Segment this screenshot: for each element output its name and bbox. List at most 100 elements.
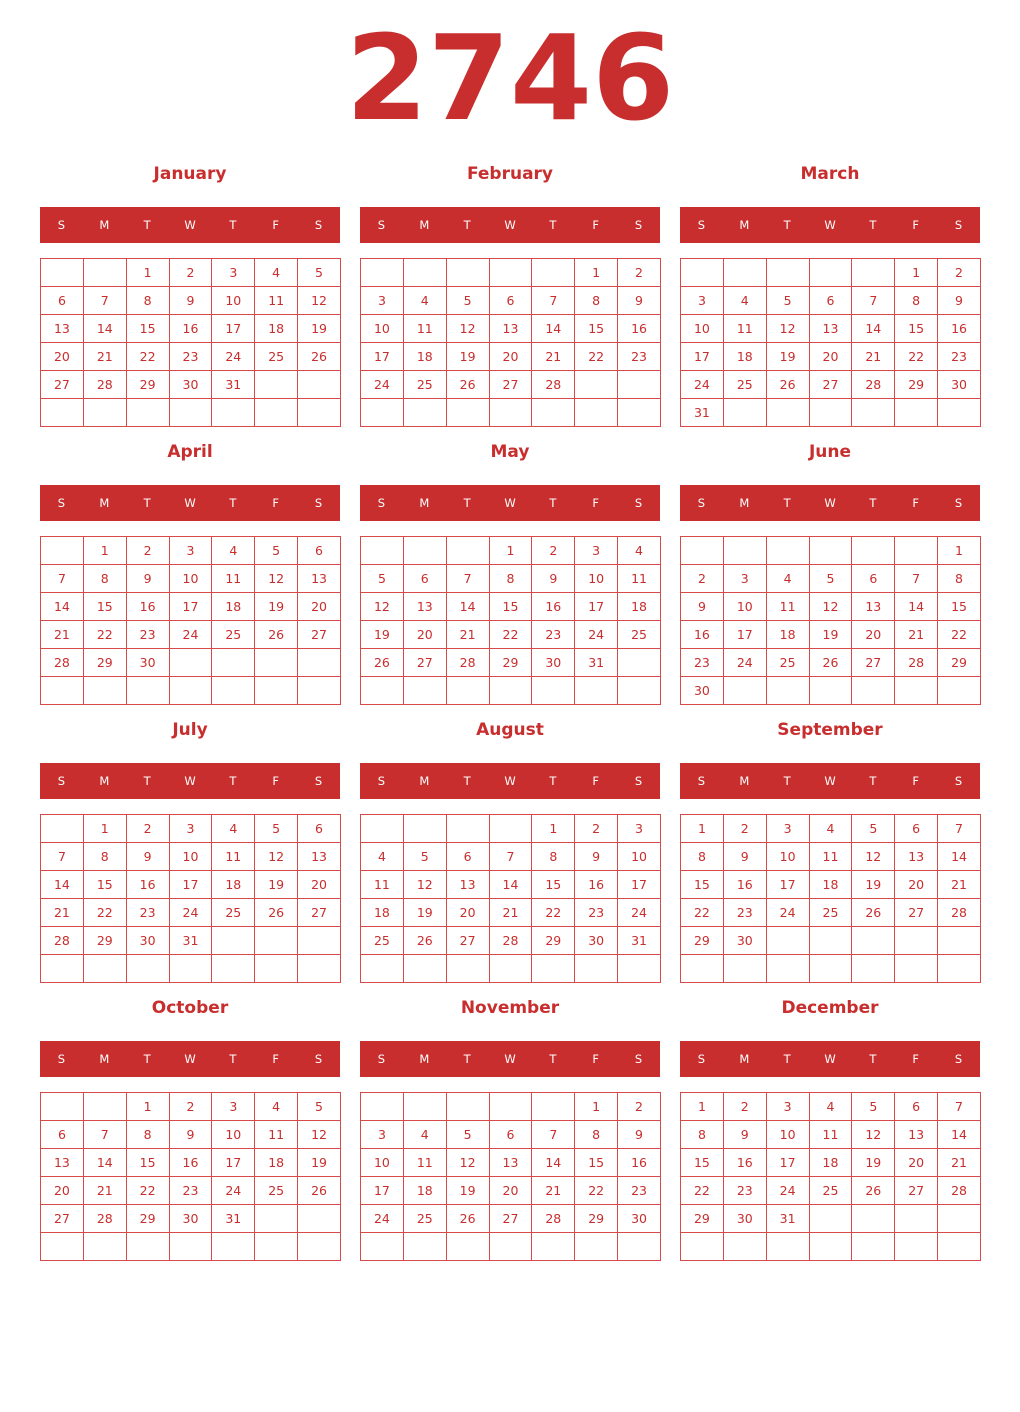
weekday-label: M <box>99 496 110 510</box>
day-cell: 15 <box>680 1148 724 1177</box>
day-cell: 3 <box>680 286 724 315</box>
weekday-label: S <box>377 218 386 232</box>
day-cell: 17 <box>680 342 724 371</box>
day-cell: 10 <box>360 314 404 343</box>
weekday-label: T <box>549 496 557 510</box>
day-cell: 17 <box>168 870 213 899</box>
week-row: 9 10 11 12 13 14 15 <box>680 592 981 621</box>
day-cell: 8 <box>574 286 619 315</box>
day-cell: 21 <box>445 620 490 649</box>
day-cell <box>82 1092 127 1121</box>
day-cell: 13 <box>894 842 939 871</box>
day-cell <box>531 1092 576 1121</box>
day-cell <box>851 1204 896 1233</box>
day-cell: 3 <box>211 258 256 287</box>
month-title: October <box>151 998 229 1018</box>
day-cell: 3 <box>574 536 619 565</box>
weekday-label: M <box>419 1052 430 1066</box>
day-cell <box>40 1232 84 1261</box>
day-cell: 11 <box>254 1120 299 1149</box>
day-cell: 3 <box>722 564 767 593</box>
day-cell: 26 <box>445 1204 490 1233</box>
weekday-label: W <box>824 774 836 788</box>
day-cell: 2 <box>617 1092 661 1121</box>
week-row: 31 <box>680 398 981 427</box>
week-row: 21 22 23 24 25 26 27 <box>40 620 341 649</box>
day-cell: 27 <box>488 370 533 399</box>
week-row: 1 <box>680 536 981 565</box>
day-cell <box>445 398 490 427</box>
day-cell <box>445 1092 490 1121</box>
day-cell: 26 <box>297 342 341 371</box>
week-row: 22 23 24 25 26 27 28 <box>680 1176 981 1205</box>
day-cell <box>445 536 490 565</box>
weekday-label: S <box>314 496 323 510</box>
day-cell <box>808 954 853 983</box>
day-cell: 10 <box>617 842 661 871</box>
day-cell: 23 <box>617 1176 661 1205</box>
weekday-label: F <box>912 1052 920 1066</box>
day-cell: 15 <box>894 314 939 343</box>
day-cell: 28 <box>488 926 533 955</box>
weekday-label: W <box>504 774 516 788</box>
day-cell: 20 <box>894 870 939 899</box>
day-cell <box>445 1232 490 1261</box>
week-row: 29 30 <box>680 926 981 955</box>
day-cell: 13 <box>40 1148 84 1177</box>
day-cell: 9 <box>617 286 661 315</box>
day-cell: 19 <box>360 620 404 649</box>
day-cell: 25 <box>808 1176 853 1205</box>
weekday-label: W <box>184 218 196 232</box>
day-cell: 25 <box>211 898 256 927</box>
day-cell: 2 <box>168 258 213 287</box>
day-cell <box>168 1232 213 1261</box>
weekday-label: S <box>57 1052 66 1066</box>
day-cell: 25 <box>617 620 661 649</box>
day-cell: 11 <box>254 286 299 315</box>
day-grid: 1 2 3 4 5 6 7 8 9 10 11 12 13 14 15 16 17 18 19 20 21 22 23 24 2… <box>360 814 661 983</box>
week-row <box>680 954 981 983</box>
day-cell: 2 <box>722 1092 767 1121</box>
day-cell: 14 <box>40 870 84 899</box>
day-cell <box>297 676 341 705</box>
day-cell: 18 <box>211 592 256 621</box>
day-cell: 4 <box>360 842 404 871</box>
day-cell: 23 <box>168 342 213 371</box>
day-cell: 19 <box>808 620 853 649</box>
weekday-label: S <box>314 218 323 232</box>
day-cell: 1 <box>574 258 619 287</box>
day-cell: 12 <box>402 870 447 899</box>
day-cell: 6 <box>851 564 896 593</box>
day-cell <box>360 1232 404 1261</box>
day-cell: 10 <box>574 564 619 593</box>
day-cell: 3 <box>765 1092 810 1121</box>
day-cell <box>445 954 490 983</box>
day-cell <box>211 1232 256 1261</box>
week-row: 30 <box>680 676 981 705</box>
weekday-label: M <box>739 774 750 788</box>
day-cell: 12 <box>851 842 896 871</box>
week-row <box>360 954 661 983</box>
day-cell: 10 <box>168 842 213 871</box>
month-title: July <box>172 720 208 740</box>
day-cell <box>488 676 533 705</box>
day-cell: 22 <box>574 1176 619 1205</box>
day-cell <box>40 258 84 287</box>
day-cell: 5 <box>254 536 299 565</box>
day-cell: 28 <box>531 370 576 399</box>
day-cell: 7 <box>488 842 533 871</box>
weekday-label: F <box>592 774 600 788</box>
weekday-label: S <box>954 1052 963 1066</box>
weekday-label: T <box>783 218 791 232</box>
weekday-label: M <box>739 496 750 510</box>
day-cell <box>808 258 853 287</box>
weekday-label: S <box>634 1052 643 1066</box>
day-cell <box>168 398 213 427</box>
day-cell: 17 <box>360 342 404 371</box>
month-title: January <box>153 164 227 184</box>
day-cell <box>297 370 341 399</box>
day-cell: 13 <box>445 870 490 899</box>
